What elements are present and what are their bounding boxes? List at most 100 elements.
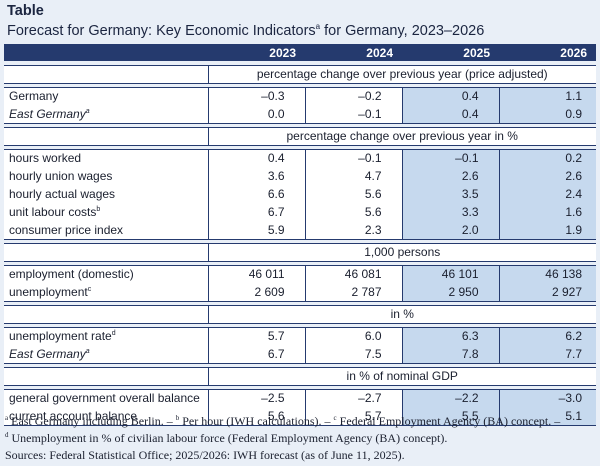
section-gap-cell (4, 239, 596, 243)
section-heading: 1,000 persons (208, 242, 596, 262)
section-gap-cell (4, 145, 596, 149)
value-cell-2024: 2 787 (305, 283, 403, 302)
section-gap (4, 323, 596, 327)
table-body: percentage change over previous year (pr… (4, 61, 596, 426)
footnotes: a East Germany including Berlin. – b Per… (5, 411, 595, 445)
section-gap (4, 261, 596, 265)
row-label-text: unemployment (9, 284, 88, 299)
value-cell-2025: 2.0 (402, 221, 500, 240)
value-cell-2024: 46 081 (305, 264, 403, 283)
row-footnote-marker: c (87, 285, 92, 293)
row-label: unit labour costsb (4, 203, 209, 221)
value-cell-2024: –0.1 (305, 105, 403, 124)
row-footnote-marker: a (85, 347, 90, 355)
table-kicker: Table (7, 3, 44, 19)
section-heading-blank (4, 126, 209, 146)
value-cell-2025: 7.8 (402, 345, 500, 364)
section-heading-blank (4, 304, 209, 324)
value-cell-2024: 5.7 (305, 407, 403, 426)
value-cell-2023: 6.7 (208, 203, 306, 221)
indicators-table: 2023 2024 2025 2026 percentage change ov… (4, 44, 596, 426)
section-heading-row: in % of nominal GDP (4, 366, 596, 386)
section-heading-blank (4, 242, 209, 262)
row-label: hourly actual wages (4, 185, 209, 203)
value-cell-2023: 46 011 (208, 264, 306, 283)
footnote-b: Per hour (IWH calculations). – (179, 414, 334, 428)
value-cell-2023: –0.3 (208, 86, 306, 105)
value-cell-2024: –0.1 (305, 148, 403, 167)
section-gap (4, 123, 596, 127)
value-cell-2025: 0.4 (402, 105, 500, 124)
value-cell-2023: 5.9 (208, 221, 306, 240)
value-cell-2025: 3.5 (402, 185, 500, 203)
value-cell-2026: 1.1 (499, 86, 596, 105)
value-cell-2023: 2 609 (208, 283, 306, 302)
row-label-text: employment (domestic) (9, 267, 134, 282)
row-footnote-marker: b (96, 206, 101, 213)
value-cell-2024: 6.0 (305, 326, 403, 345)
table-row: hours worked 0.4 –0.1 –0.1 0.2 (4, 148, 596, 167)
header-year-2025: 2025 (402, 44, 499, 61)
row-label-text: general government overall balance (9, 391, 200, 406)
value-cell-2026: 2.6 (499, 167, 596, 185)
table-row: unemploymentc 2 609 2 787 2 950 2 927 (4, 283, 596, 302)
row-label-text: hourly union wages (9, 169, 113, 183)
value-cell-2026: 6.2 (499, 326, 596, 345)
section-gap-cell (4, 385, 596, 389)
section-heading-blank (4, 64, 209, 84)
row-label-text: hours worked (9, 151, 82, 166)
value-cell-2024: 4.7 (305, 167, 403, 185)
footnote-d: Unemployment in % of civilian labour for… (8, 431, 448, 445)
row-label-text: unit labour costs (9, 205, 97, 219)
value-cell-2023: 6.6 (208, 185, 306, 203)
row-footnote-marker: d (111, 330, 116, 338)
value-cell-2026: 1.9 (499, 221, 596, 240)
value-cell-2023: 0.4 (208, 148, 306, 167)
table-row: Germany –0.3 –0.2 0.4 1.1 (4, 86, 596, 105)
row-label-text: Germany (9, 89, 59, 104)
value-cell-2026: 5.1 (499, 407, 596, 426)
section-gap-cell (4, 123, 596, 127)
section-gap (4, 239, 596, 243)
footnote-a-marker: a (5, 414, 9, 422)
section-gap (4, 145, 596, 149)
section-heading-blank (4, 366, 209, 386)
value-cell-2026: 1.6 (499, 203, 596, 221)
section-gap (4, 385, 596, 389)
section-gap (4, 363, 596, 367)
section-heading: percentage change over previous year (pr… (208, 64, 596, 84)
table-row: current account balance 5.6 5.7 5.5 5.1 (4, 407, 596, 426)
table-row: consumer price index 5.9 2.3 2.0 1.9 (4, 221, 596, 240)
section-gap-cell (4, 363, 596, 367)
row-label: hours worked (4, 148, 209, 167)
row-label: consumer price index (4, 221, 209, 240)
row-label: unemployment rated (4, 326, 209, 345)
title-text: Forecast for Germany: Key Economic Indic… (7, 22, 316, 39)
section-gap-cell (4, 261, 596, 265)
section-heading-row: percentage change over previous year (pr… (4, 64, 596, 84)
table-row: employment (domestic) 46 011 46 081 46 101 4… (4, 264, 596, 283)
section-heading: in % of nominal GDP (208, 366, 596, 386)
section-gap-cell (4, 323, 596, 327)
row-label-text: unemployment rate (9, 329, 112, 344)
section-heading-row: in % (4, 304, 596, 324)
title-rest: for Germany, 2023–2026 (320, 22, 485, 39)
table-row: unemployment rated 5.7 6.0 6.3 6.2 (4, 326, 596, 345)
row-footnote-marker: a (85, 107, 90, 115)
value-cell-2024: 5.6 (305, 185, 403, 203)
row-label-text: East Germany (9, 346, 86, 361)
value-cell-2026: 2 927 (499, 283, 596, 302)
row-label-text: consumer price index (9, 222, 124, 237)
value-cell-2025: –0.1 (402, 148, 500, 167)
footnote-c-marker: c (333, 414, 337, 422)
header-year-2023: 2023 (208, 44, 305, 61)
row-label: employment (domestic) (4, 264, 209, 283)
table-title: Forecast for Germany: Key Economic Indic… (7, 22, 484, 39)
section-heading: in % (208, 304, 596, 324)
value-cell-2026: 0.9 (499, 105, 596, 124)
row-label: general government overall balance (4, 388, 209, 407)
value-cell-2023: 6.7 (208, 345, 306, 364)
value-cell-2023: 5.7 (208, 326, 306, 345)
value-cell-2024: 7.5 (305, 345, 403, 364)
footnote-c: Federal Employment Agency (BA) concept. … (336, 414, 561, 428)
